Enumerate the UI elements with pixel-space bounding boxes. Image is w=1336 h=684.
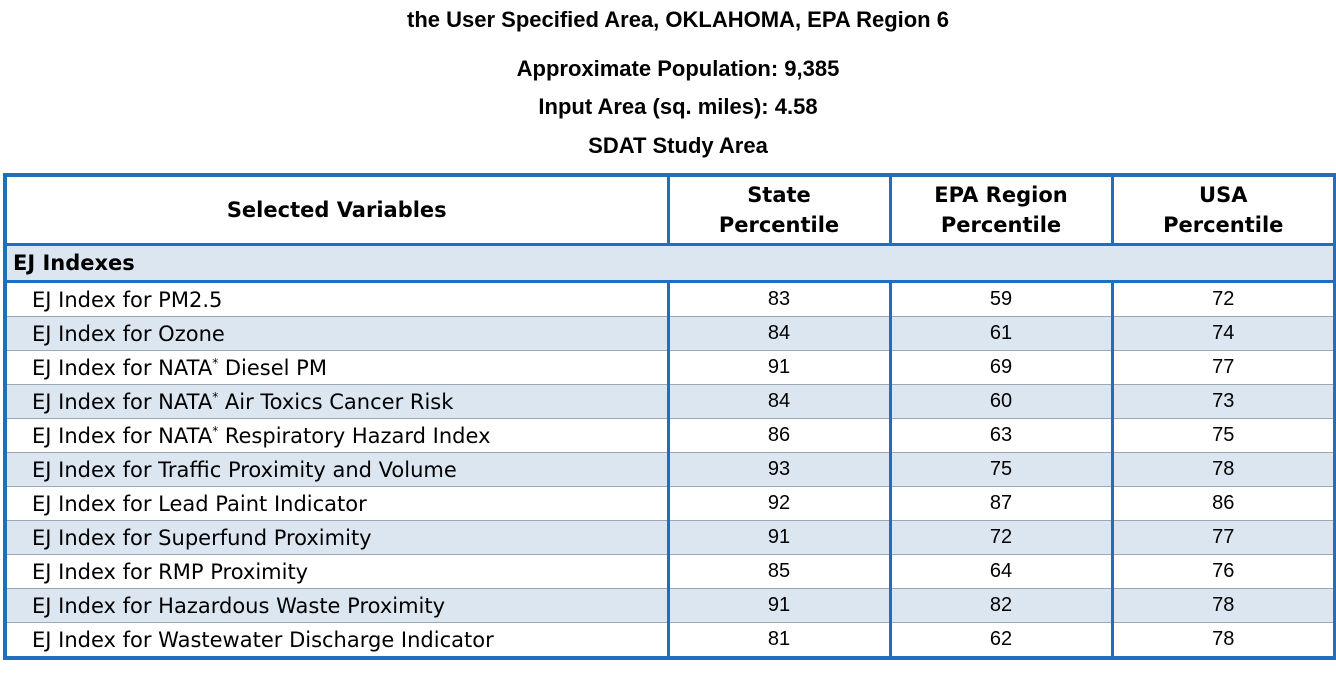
population-line: Approximate Population: 9,385: [516, 56, 840, 81]
section-label: EJ Indexes: [5, 243, 1335, 283]
study-area-line: SDAT Study Area: [588, 133, 768, 158]
state-percentile-value: 91: [666, 520, 892, 555]
region-percentile-value: 87: [888, 486, 1114, 521]
variable-name: EJ Index for Traffic Proximity and Volum…: [3, 452, 670, 487]
table-row: EJ Index for RMP Proximity 85 64 76: [3, 554, 1336, 589]
variable-name: EJ Index for Superfund Proximity: [3, 520, 670, 555]
variable-name: EJ Index for Hazardous Waste Proximity: [3, 588, 670, 623]
variable-name-suffix: Diesel PM: [218, 355, 327, 380]
usa-percentile-value: 76: [1110, 554, 1336, 589]
variable-name: EJ Index for PM2.5: [3, 281, 670, 317]
state-percentile-header: State Percentile: [666, 173, 892, 246]
region-percentile-header: EPA Region Percentile: [888, 173, 1114, 246]
state-percentile-value: 91: [666, 350, 892, 385]
variable-name: EJ Index for Lead Paint Indicator: [3, 486, 670, 521]
usa-percentile-value: 77: [1110, 520, 1336, 555]
region-percentile-value: 61: [888, 316, 1114, 351]
region-percentile-value: 63: [888, 418, 1114, 453]
state-percentile-value: 85: [666, 554, 892, 589]
variable-name-prefix: EJ Index for NATA: [32, 389, 213, 414]
state-percentile-value: 84: [666, 384, 892, 419]
state-percentile-value: 84: [666, 316, 892, 351]
state-header-line2: Percentile: [718, 213, 840, 237]
variable-name-prefix: EJ Index for NATA: [32, 355, 213, 380]
table-row: EJ Index for Ozone 84 61 74: [3, 316, 1336, 351]
table-row: EJ Index for Wastewater Discharge Indica…: [3, 622, 1336, 659]
state-percentile-value: 86: [666, 418, 892, 453]
table-row: EJ Index for NATA* Air Toxics Cancer Ris…: [3, 384, 1336, 419]
state-percentile-value: 83: [666, 281, 892, 317]
selected-variables-label: Selected Variables: [226, 197, 447, 222]
nata-footnote-marker: *: [212, 389, 219, 404]
region-percentile-value: 59: [888, 281, 1114, 317]
variable-name: EJ Index for NATA* Diesel PM: [3, 350, 670, 385]
usa-percentile-header: USA Percentile: [1110, 173, 1336, 246]
table-row: EJ Index for Superfund Proximity 91 72 77: [3, 520, 1336, 555]
region-percentile-value: 60: [888, 384, 1114, 419]
region-percentile-value: 82: [888, 588, 1114, 623]
region-percentile-value: 62: [888, 622, 1114, 659]
variable-name: EJ Index for Wastewater Discharge Indica…: [3, 622, 670, 659]
usa-percentile-value: 75: [1110, 418, 1336, 453]
usa-percentile-value: 74: [1110, 316, 1336, 351]
state-header-line1: State: [747, 182, 811, 207]
variable-name: EJ Index for Ozone: [3, 316, 670, 351]
usa-percentile-value: 77: [1110, 350, 1336, 385]
table-row: EJ Index for Traffic Proximity and Volum…: [3, 452, 1336, 487]
region-percentile-value: 72: [888, 520, 1114, 555]
state-percentile-value: 92: [666, 486, 892, 521]
variable-name: EJ Index for RMP Proximity: [3, 554, 670, 589]
selected-variables-header: Selected Variables: [3, 173, 670, 246]
table-row: EJ Index for NATA* Respiratory Hazard In…: [3, 418, 1336, 453]
variable-name-prefix: EJ Index for NATA: [32, 423, 213, 448]
variable-name-suffix: Air Toxics Cancer Risk: [218, 389, 454, 414]
report-area-title: the User Specified Area, OKLAHOMA, EPA R…: [407, 7, 949, 32]
usa-percentile-value: 86: [1110, 486, 1336, 521]
input-area-line: Input Area (sq. miles): 4.58: [538, 94, 818, 119]
usa-percentile-value: 73: [1110, 384, 1336, 419]
region-percentile-value: 64: [888, 554, 1114, 589]
variable-name: EJ Index for NATA* Air Toxics Cancer Ris…: [3, 384, 670, 419]
variable-name-prefix: EJ Index for RMP Proximity: [32, 559, 309, 584]
usa-percentile-value: 78: [1110, 452, 1336, 487]
usa-percentile-value: 78: [1110, 588, 1336, 623]
table-row: EJ Index for PM2.5 83 59 72: [3, 281, 1336, 317]
nata-footnote-marker: *: [212, 355, 219, 370]
variable-name-prefix: EJ Index for Hazardous Waste Proximity: [32, 593, 446, 618]
table-row: EJ Index for Hazardous Waste Proximity 91…: [3, 588, 1336, 623]
variable-name-prefix: EJ Index for Lead Paint Indicator: [32, 491, 367, 516]
section-row-ej-indexes: EJ Indexes: [5, 243, 1335, 283]
table-header-row: Selected Variables State Percentile EPA R…: [3, 173, 1336, 246]
nata-footnote-marker: *: [212, 423, 219, 438]
variable-name-prefix: EJ Index for PM2.5: [32, 287, 223, 312]
region-percentile-value: 69: [888, 350, 1114, 385]
table-row: EJ Index for Lead Paint Indicator 92 87 86: [3, 486, 1336, 521]
variable-name-prefix: EJ Index for Wastewater Discharge Indica…: [32, 627, 494, 652]
region-percentile-value: 75: [888, 452, 1114, 487]
usa-header-line2: Percentile: [1163, 213, 1284, 237]
variable-name-suffix: Respiratory Hazard Index: [218, 423, 491, 448]
table-row: EJ Index for NATA* Diesel PM 91 69 77: [3, 350, 1336, 385]
usa-header-line1: USA: [1199, 182, 1248, 207]
ej-index-table: Selected Variables State Percentile EPA R…: [3, 173, 1336, 660]
state-percentile-value: 91: [666, 588, 892, 623]
usa-percentile-value: 72: [1110, 281, 1336, 317]
state-percentile-value: 81: [666, 622, 892, 659]
variable-name-prefix: EJ Index for Superfund Proximity: [32, 525, 372, 550]
region-header-line2: Percentile: [940, 213, 1062, 237]
variable-name-prefix: EJ Index for Traffic Proximity and Volum…: [32, 457, 457, 482]
state-percentile-value: 93: [666, 452, 892, 487]
usa-percentile-value: 78: [1110, 622, 1336, 659]
region-header-line1: EPA Region: [934, 182, 1068, 207]
variable-name-prefix: EJ Index for Ozone: [32, 321, 225, 346]
variable-name: EJ Index for NATA* Respiratory Hazard In…: [3, 418, 670, 453]
